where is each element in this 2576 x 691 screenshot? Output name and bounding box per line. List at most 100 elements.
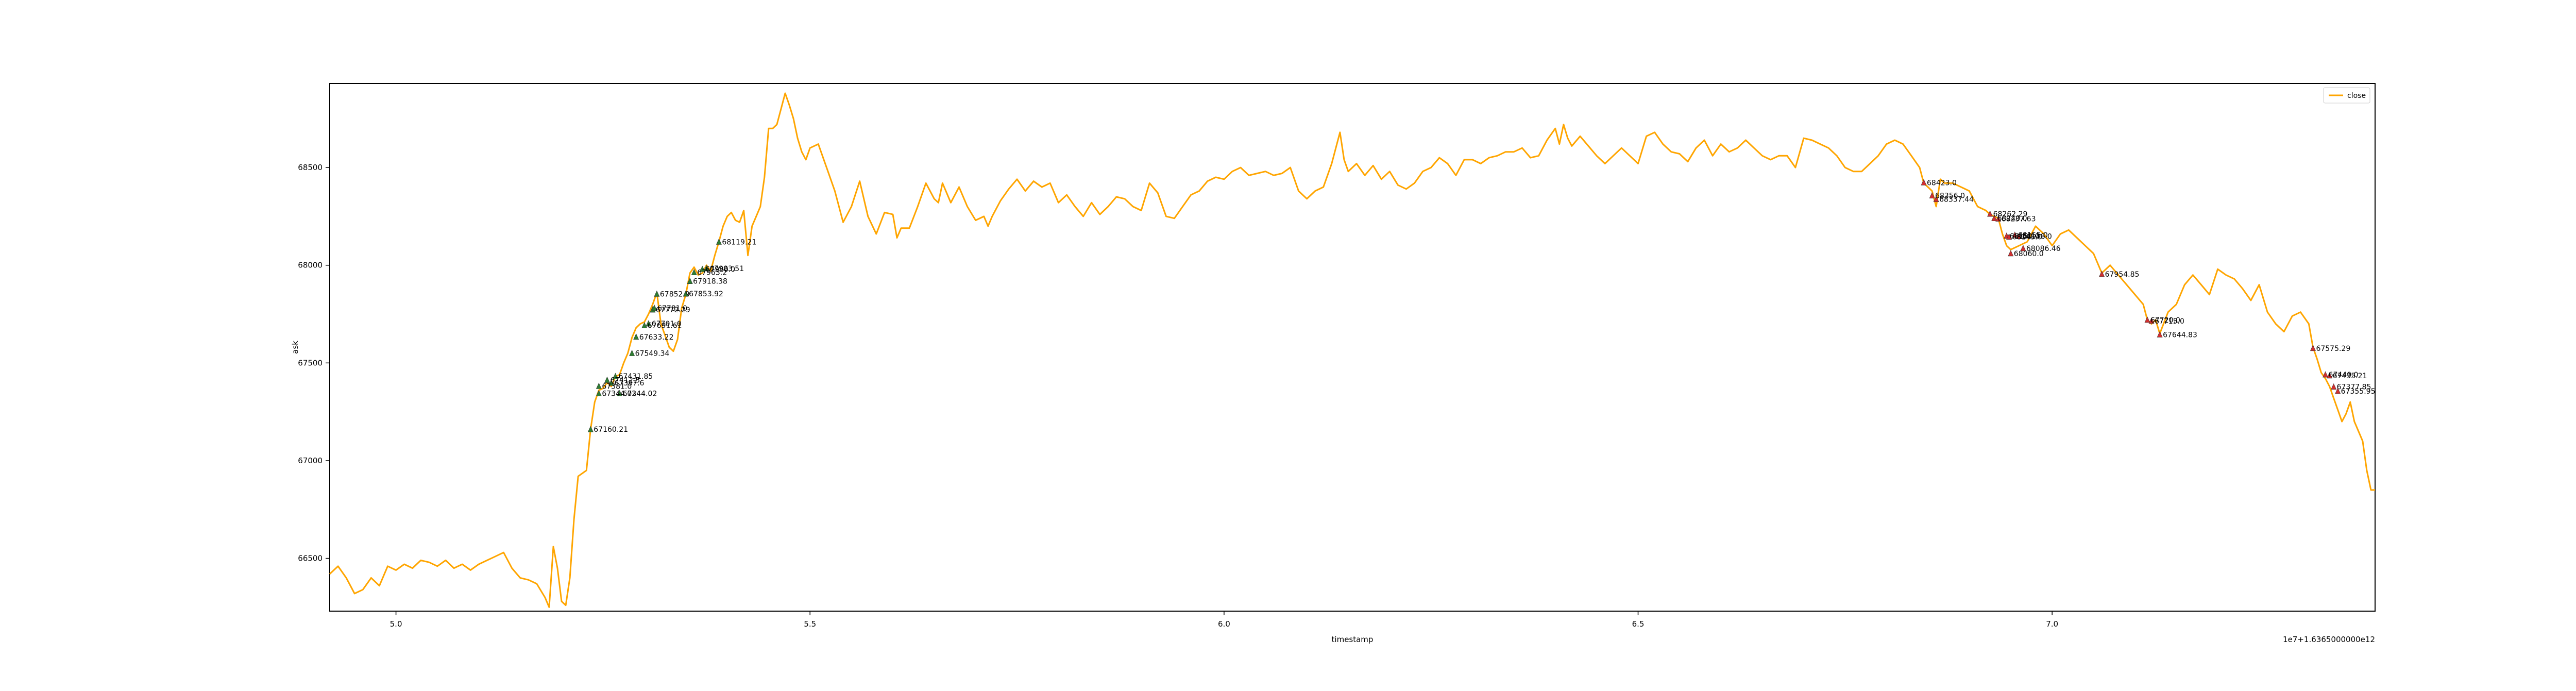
buy-marker <box>716 238 722 245</box>
sell-marker-label: 68060.0 <box>2014 250 2044 258</box>
buy-marker-label: 67980.0 <box>705 265 735 274</box>
sell-marker-label: 68155.0 <box>2018 231 2048 240</box>
buy-marker-label: 67344.02 <box>602 390 636 398</box>
sell-marker-label: 68337.44 <box>1939 196 1974 204</box>
sell-marker <box>2006 233 2012 240</box>
sell-marker <box>1929 192 1935 198</box>
y-tick-label: 68000 <box>298 261 323 270</box>
sell-marker-label: 67575.29 <box>2316 345 2350 353</box>
sell-marker <box>2016 232 2022 239</box>
buy-marker-label: 67781.0 <box>657 305 687 313</box>
axes-layer: 5.0 5.5 6.0 6.5 7.0 66500 67000 67500 68000 68500… <box>291 83 2376 644</box>
sell-marker-label: 68356.0 <box>1935 192 1965 200</box>
sell-marker-label: 67644.83 <box>2163 331 2197 339</box>
buy-marker-label: 67160.21 <box>594 426 628 434</box>
buy-marker <box>683 290 689 297</box>
buy-marker <box>596 390 602 396</box>
buy-marker-label: 67852.9 <box>660 291 690 299</box>
sell-marker <box>1987 210 1993 217</box>
legend: close <box>2323 87 2370 104</box>
buy-marker <box>654 290 660 297</box>
sell-marker-label: 67377.85 <box>2337 383 2371 392</box>
sell-marker-label: 68240.0 <box>1997 215 2027 223</box>
x-tick-label: 5.5 <box>804 619 816 629</box>
marker-labels-layer: 67160.2167344.0267381.067412.567397.6674… <box>594 179 2375 434</box>
sell-marker-label: 68145.0 <box>2012 233 2042 242</box>
legend-box <box>2323 87 2370 104</box>
sell-marker-label: 67435.21 <box>2333 372 2367 380</box>
buy-marker-label: 67549.34 <box>635 350 670 358</box>
y-tick-label: 67500 <box>298 358 323 367</box>
sell-marker <box>1921 179 1927 186</box>
buy-marker-label: 67918.38 <box>693 278 727 286</box>
sell-marker <box>2335 387 2341 394</box>
markers-layer <box>587 179 2341 432</box>
y-tick-label: 68500 <box>298 163 323 172</box>
buy-marker <box>633 333 639 340</box>
x-tick-label: 6.0 <box>1218 619 1230 629</box>
x-tick-label: 6.5 <box>1632 619 1645 629</box>
buy-marker <box>703 265 709 272</box>
sell-marker <box>2327 372 2333 379</box>
sell-marker <box>2012 231 2018 238</box>
sell-marker <box>2020 245 2026 251</box>
sell-marker <box>2008 250 2014 257</box>
sell-marker <box>2144 316 2150 323</box>
sell-marker-label: 68148.0 <box>2022 233 2052 241</box>
legend-label: close <box>2347 92 2366 100</box>
buy-marker <box>608 379 614 386</box>
buy-marker-label: 68119.21 <box>722 238 756 246</box>
sell-marker <box>1995 215 2002 222</box>
buy-marker <box>699 265 705 272</box>
buy-marker-label: 67701.0 <box>652 320 682 328</box>
buy-marker-label: 67412.5 <box>610 377 640 385</box>
sell-marker <box>2157 331 2163 338</box>
buy-marker-label: 67344.02 <box>623 390 657 398</box>
buy-marker-label: 67963.2 <box>697 269 727 277</box>
buy-marker <box>651 305 657 311</box>
buy-marker <box>629 349 635 356</box>
sell-marker-label: 67715.0 <box>2155 317 2184 326</box>
sell-marker-label: 68262.29 <box>1993 210 2028 218</box>
buy-marker <box>687 277 693 284</box>
sell-marker <box>2323 371 2329 378</box>
buy-marker <box>587 426 594 432</box>
sell-marker-label: 67440.0 <box>2329 371 2359 379</box>
sell-marker <box>2310 345 2316 351</box>
sell-marker-label: 68237.63 <box>2002 215 2036 224</box>
buy-marker-label: 67381.0 <box>602 382 632 391</box>
buy-marker-label: 67397.6 <box>614 379 644 387</box>
buy-marker <box>604 376 610 383</box>
buy-marker-label: 67983.51 <box>709 265 744 273</box>
series-line-close <box>329 92 2375 608</box>
plot-frame <box>329 83 2376 612</box>
sell-marker <box>1933 196 1939 203</box>
series-layer <box>329 92 2375 608</box>
buy-marker <box>596 382 602 389</box>
sell-marker-label: 67954.85 <box>2105 271 2140 279</box>
sell-marker <box>2099 271 2105 277</box>
buy-marker-label: 67691.61 <box>648 322 682 330</box>
x-tick-label: 7.0 <box>2046 619 2058 629</box>
buy-marker-label: 67431.85 <box>619 373 653 381</box>
sell-marker <box>1991 214 1997 221</box>
buy-marker-label: 67772.29 <box>656 306 690 314</box>
sell-marker-label: 68423.0 <box>1927 179 1957 187</box>
buy-marker <box>617 390 623 396</box>
y-tick-label: 66500 <box>298 554 323 563</box>
sell-marker-label: 67355.95 <box>2341 387 2376 396</box>
x-offset-label: 1e7+1.6365000000e12 <box>2283 635 2375 644</box>
x-tick-label: 5.0 <box>390 619 402 629</box>
sell-marker-label: 68150.0 <box>2010 232 2040 241</box>
buy-marker <box>641 322 648 328</box>
sell-marker-label: 68086.46 <box>2026 245 2061 253</box>
sell-marker <box>2148 317 2155 324</box>
y-tick-label: 67000 <box>298 456 323 465</box>
x-axis-label: timestamp <box>1332 635 1374 644</box>
sell-marker <box>2331 383 2337 390</box>
buy-marker-label: 67853.92 <box>689 290 723 298</box>
buy-marker <box>613 373 618 379</box>
buy-marker-label: 67633.22 <box>639 333 674 342</box>
